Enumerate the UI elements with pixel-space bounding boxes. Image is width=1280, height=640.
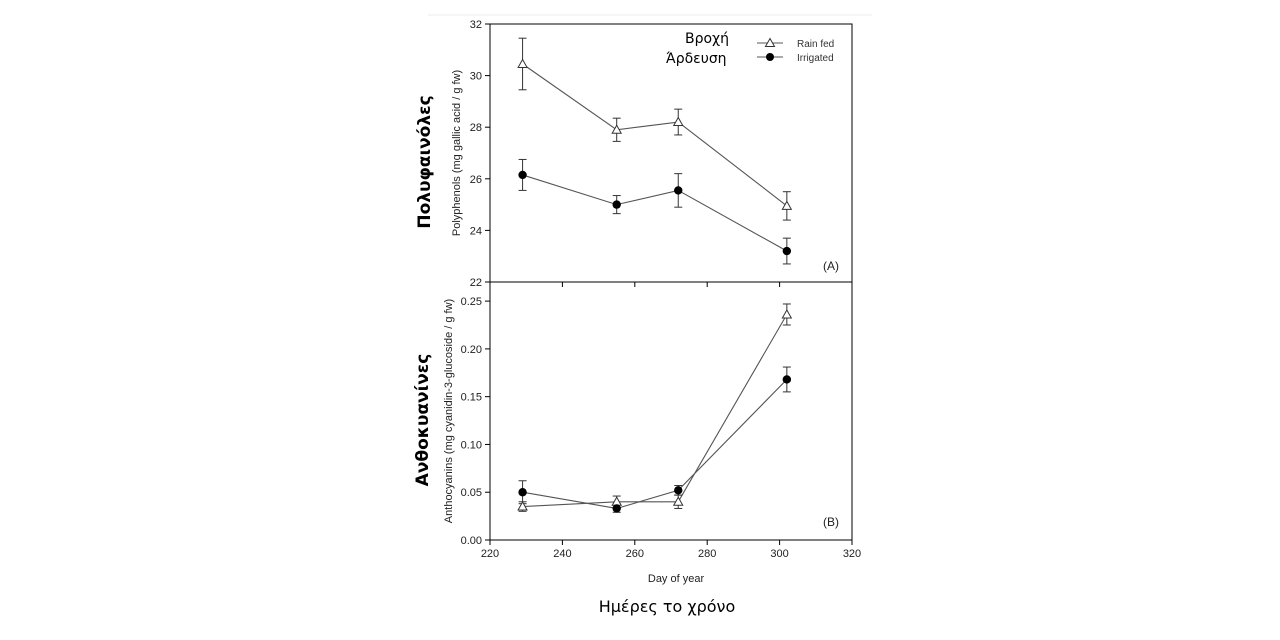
panel-b-ytick-label: 0.25 xyxy=(461,296,482,308)
legend-entry-irrigated: Irrigated xyxy=(797,53,834,64)
panel-a-rain-fed-line xyxy=(522,63,788,207)
panel-b-xtick-label: 220 xyxy=(481,548,499,560)
panel-b-ylabel-greek: Ανθοκυανίνες xyxy=(413,354,433,487)
xlabel: Day of year xyxy=(648,573,705,585)
legend-triangle-icon xyxy=(764,37,776,47)
panel-a-ylabel: Polyphenols (mg gallic acid / g fw) xyxy=(451,70,463,236)
panel-a-label: (A) xyxy=(823,259,839,273)
panel-a-ytick-label: 24 xyxy=(470,225,482,237)
panel-b-rain-fed-point xyxy=(672,496,684,506)
panel-a-rain-fed-point xyxy=(517,58,528,68)
panel-a-ytick-label: 30 xyxy=(470,71,482,83)
panel-a-ytick-label: 26 xyxy=(470,174,482,186)
panel-b-irrigated-line xyxy=(522,379,788,510)
panel-a-plot xyxy=(517,37,793,265)
panel-b-rain-fed-point xyxy=(781,308,793,319)
legend-entry-rain-fed: Rain fed xyxy=(797,39,834,50)
panel-a-ytick-label: 32 xyxy=(470,19,482,31)
xlabel-greek: Ημέρες το χρόνο xyxy=(599,597,736,616)
panel-a-rain-fed-point xyxy=(781,200,793,210)
legend-circle-icon xyxy=(766,53,774,61)
panel-b-ytick-label: 0.05 xyxy=(461,487,482,499)
legend-greek-irrigated: Άρδευση xyxy=(666,51,727,67)
panel-b-rain-fed-point xyxy=(517,501,528,511)
panel-a-rain-fed-point xyxy=(672,116,684,127)
panel-b-xtick-label: 300 xyxy=(770,548,788,560)
panel-b-ytick-label: 0.15 xyxy=(461,392,482,404)
panel-b-irrigated-point xyxy=(518,488,527,497)
panel-b-irrigated-point xyxy=(782,375,792,384)
legend: Βροχή Άρδευση Rain fed Irrigated xyxy=(666,31,834,67)
panel-a-ytick-label: 22 xyxy=(470,277,482,289)
panel-b-frame xyxy=(489,281,853,541)
panel-b-ytick-label: 0.10 xyxy=(461,439,482,451)
panel-a-irrigated-point xyxy=(518,170,527,180)
panel-b-xtick-label: 260 xyxy=(626,548,644,560)
panel-b-xtick-label: 280 xyxy=(698,548,716,560)
panel-b-irrigated-point xyxy=(612,504,621,513)
panel-a-axes: 22 24 26 28 30 32 xyxy=(470,19,853,289)
panel-b-xtick-label: 240 xyxy=(553,548,571,560)
panel-a-irrigated-point xyxy=(612,200,621,209)
panel-a-ytick-label: 28 xyxy=(470,122,482,134)
panel-b-rain-fed-line xyxy=(522,314,788,508)
panel-b-irrigated-point xyxy=(674,486,683,495)
panel-b-ylabel: Anthocyanins (mg cyanidin-3-glucoside / … xyxy=(443,299,455,523)
panel-b-xtick-label: 320 xyxy=(843,548,861,560)
panel-b-plot xyxy=(517,303,793,513)
panel-b-ytick-label: 0.00 xyxy=(461,535,482,547)
legend-greek-rain: Βροχή xyxy=(685,31,729,47)
panel-a-irrigated-line xyxy=(522,174,788,252)
panel-a-irrigated-point xyxy=(782,246,792,256)
panel-a-irrigated-point xyxy=(674,186,683,195)
panel-b-ytick-label: 0.20 xyxy=(461,344,482,356)
panel-a-rain-fed-point xyxy=(611,124,623,134)
panel-a-ylabel-greek: Πολυφαινόλες xyxy=(415,95,435,228)
panel-b-label: (B) xyxy=(823,515,839,529)
panel-b-axes: 0.00 0.05 0.10 0.15 0.20 0.25 220 240 260 280 300 3… xyxy=(461,296,862,560)
